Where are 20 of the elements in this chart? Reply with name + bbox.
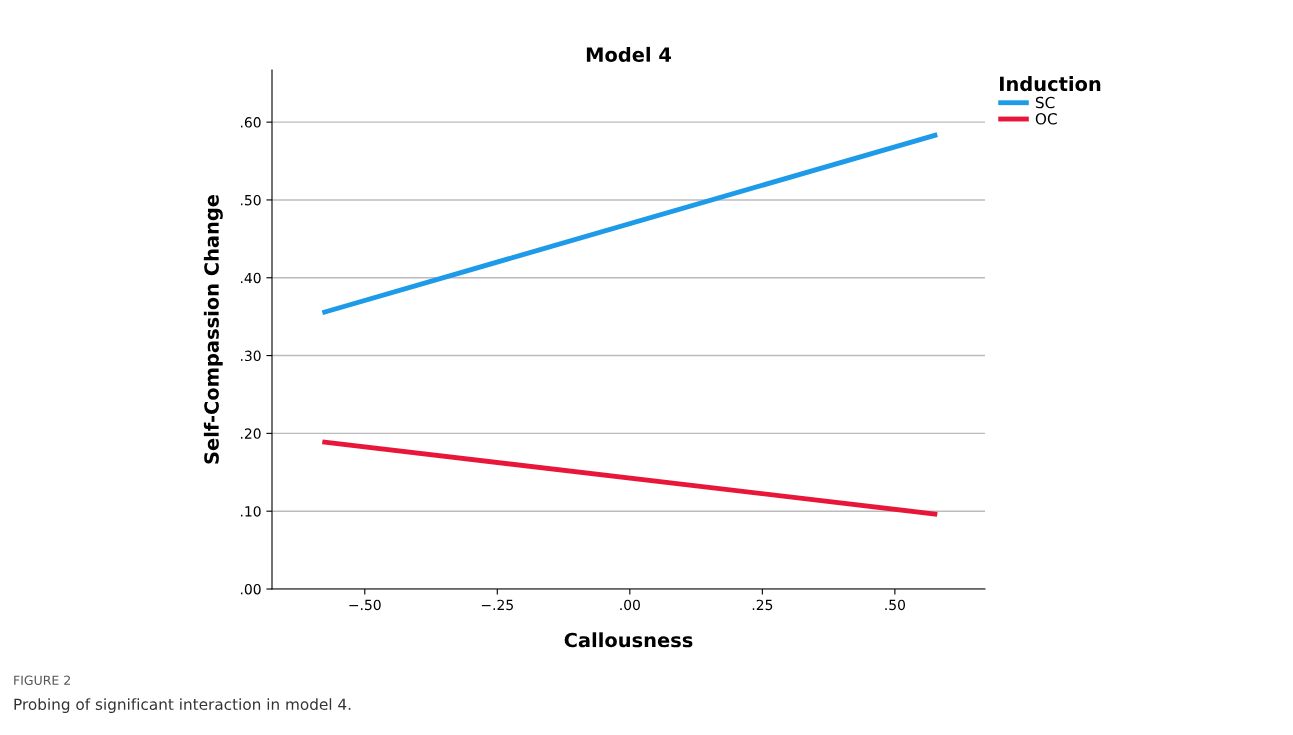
x-axis-title: Callousness xyxy=(564,632,693,648)
x-tick-label: .25 xyxy=(752,599,773,611)
legend-label: OC xyxy=(1035,113,1057,125)
y-tick-label: .60 xyxy=(240,117,261,128)
x-tick-label: .00 xyxy=(620,599,640,611)
text: Probing of significant interaction in model 4. xyxy=(14,698,351,713)
y-tick-label: .50 xyxy=(240,194,261,206)
x-tick-label: .50 xyxy=(885,599,905,611)
y-tick-label: .00 xyxy=(240,583,261,595)
legend-label: SC xyxy=(1035,96,1055,109)
caption: FIGURE 2 xyxy=(14,675,70,685)
y-tick-label: .40 xyxy=(240,272,261,284)
y-tick-label: .30 xyxy=(240,350,261,362)
x-tick-label: −.50 xyxy=(349,599,381,611)
y-tick-label: .10 xyxy=(240,506,261,517)
y-tick-label: .20 xyxy=(240,428,261,439)
y-axis-title: Self-Compassion Change xyxy=(203,194,223,464)
legend-title: Induction xyxy=(1000,76,1101,92)
x-tick-label: −.25 xyxy=(481,599,513,611)
chart-title: Model 4 xyxy=(586,46,671,62)
